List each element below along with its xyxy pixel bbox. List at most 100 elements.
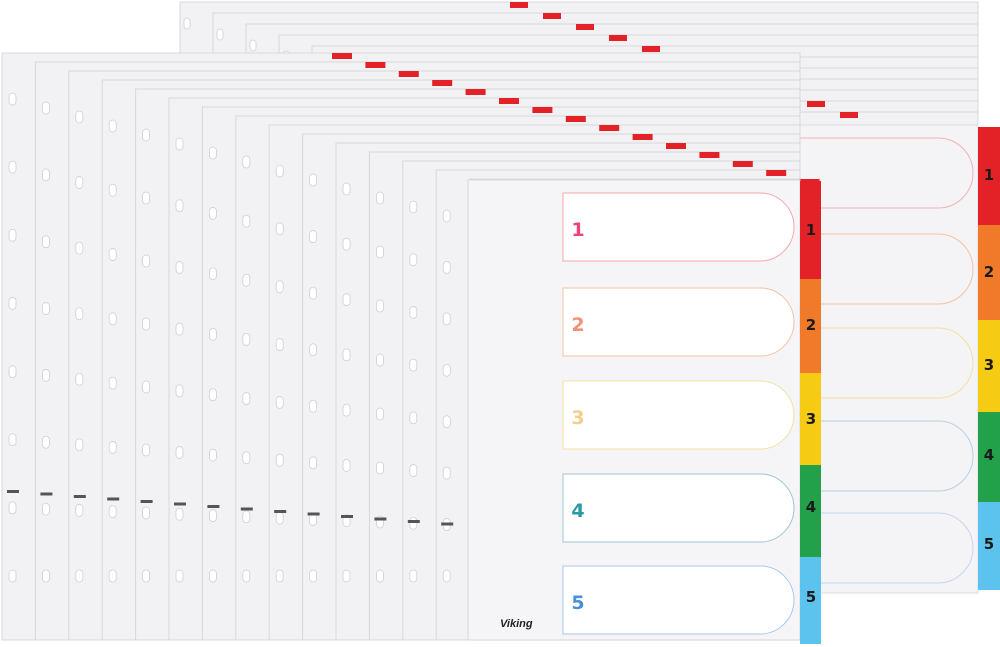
- punch-hole: [208, 509, 217, 522]
- punch-hole: [175, 569, 184, 583]
- punch-hole: [342, 348, 351, 362]
- punch-hole: [309, 173, 318, 187]
- punch-hole: [183, 17, 191, 30]
- punch-hole: [8, 501, 17, 515]
- punch-hole: [108, 569, 117, 583]
- front-write-fields: 1 2 3 4 5: [562, 192, 795, 635]
- punch-hole: [208, 327, 217, 341]
- back-write-fields: [739, 137, 974, 584]
- sheet-footer-mark: [441, 522, 454, 526]
- punch-hole: [142, 443, 151, 457]
- back-tab-1: [978, 127, 1000, 225]
- punch-hole: [275, 338, 284, 351]
- front-field-number-5: 5: [571, 592, 584, 614]
- back-tab-label-2: 2: [984, 263, 994, 281]
- back-field-2: [739, 233, 974, 305]
- punch-hole: [409, 464, 418, 477]
- punch-hole: [208, 569, 217, 583]
- punch-hole: [75, 241, 84, 255]
- back-stack-tab: [840, 112, 858, 118]
- punch-hole: [242, 214, 251, 228]
- front-stack-tab: [532, 107, 553, 113]
- front-field-number-2: 2: [571, 314, 584, 336]
- back-tab-2: [978, 225, 1000, 320]
- punch-hole: [216, 28, 224, 41]
- punch-hole: [75, 110, 84, 124]
- punch-hole: [375, 299, 384, 313]
- punch-hole: [442, 363, 451, 377]
- front-stack-tab: [732, 161, 753, 167]
- punch-hole: [8, 228, 17, 242]
- punch-hole: [342, 237, 351, 251]
- punch-hole: [375, 407, 384, 421]
- punch-hole: [442, 312, 451, 326]
- back-stack-tab: [576, 24, 594, 30]
- punch-hole: [409, 253, 418, 267]
- punch-hole: [208, 207, 217, 220]
- punch-hole: [309, 456, 318, 470]
- sheet-footer-mark: [407, 520, 420, 523]
- punch-hole: [249, 39, 257, 52]
- punch-hole: [208, 388, 217, 402]
- back-stack-tab: [609, 35, 627, 41]
- punch-hole: [442, 209, 451, 223]
- back-tab-label-5: 5: [984, 535, 994, 553]
- punch-hole: [8, 365, 17, 378]
- punch-hole: [108, 376, 117, 390]
- punch-hole: [342, 182, 351, 196]
- punch-hole: [242, 273, 251, 287]
- front-tab-2: [800, 279, 821, 373]
- punch-hole: [275, 280, 284, 294]
- punch-hole: [8, 297, 17, 310]
- punch-hole: [409, 411, 418, 425]
- punch-hole: [375, 191, 384, 205]
- back-tab-label-3: 3: [984, 356, 994, 374]
- punch-hole: [142, 569, 151, 583]
- front-field-2: [562, 287, 795, 357]
- punch-hole: [8, 160, 17, 174]
- punch-hole: [342, 459, 351, 472]
- front-stack-tab: [465, 89, 486, 95]
- front-field-3: [562, 380, 795, 450]
- punch-hole: [375, 353, 384, 367]
- punch-hole: [75, 176, 84, 189]
- punch-hole: [142, 380, 151, 394]
- sheet-footer-mark: [207, 505, 220, 508]
- punch-hole: [242, 392, 251, 405]
- punch-hole: [175, 384, 184, 398]
- punch-hole: [142, 128, 151, 142]
- front-tab-3: [800, 373, 821, 465]
- punch-hole: [8, 92, 17, 106]
- punch-hole: [275, 164, 284, 178]
- punch-hole: [342, 403, 351, 417]
- punch-hole: [309, 286, 318, 300]
- punch-hole: [275, 453, 284, 467]
- punch-hole: [275, 222, 284, 236]
- punch-hole: [42, 502, 50, 516]
- front-tab-label-2: 2: [806, 316, 816, 334]
- front-field-number-4: 4: [571, 500, 584, 522]
- punch-hole: [108, 505, 117, 519]
- sheet-footer-mark: [307, 512, 320, 516]
- punch-hole: [242, 569, 251, 583]
- back-field-3: [739, 327, 974, 399]
- punch-hole: [42, 101, 50, 115]
- brand-logo: Viking: [500, 618, 533, 630]
- back-stack-tab: [543, 13, 561, 19]
- front-field-4: [562, 473, 795, 543]
- sheet-footer-mark: [107, 497, 120, 501]
- front-stack-tab: [766, 170, 787, 176]
- front-tab-label-1: 1: [806, 221, 816, 239]
- back-field-5: [739, 512, 974, 584]
- punch-hole: [142, 191, 151, 205]
- front-field-1: [562, 192, 795, 262]
- front-stack-tab: [599, 125, 620, 131]
- sheet-footer-mark: [140, 500, 153, 503]
- punch-hole: [242, 451, 251, 465]
- punch-hole: [142, 317, 151, 331]
- punch-hole: [108, 248, 117, 261]
- punch-hole: [242, 333, 251, 346]
- back-stack-tab: [807, 101, 825, 107]
- back-field-4: [739, 420, 974, 492]
- front-stack-tab: [365, 62, 386, 68]
